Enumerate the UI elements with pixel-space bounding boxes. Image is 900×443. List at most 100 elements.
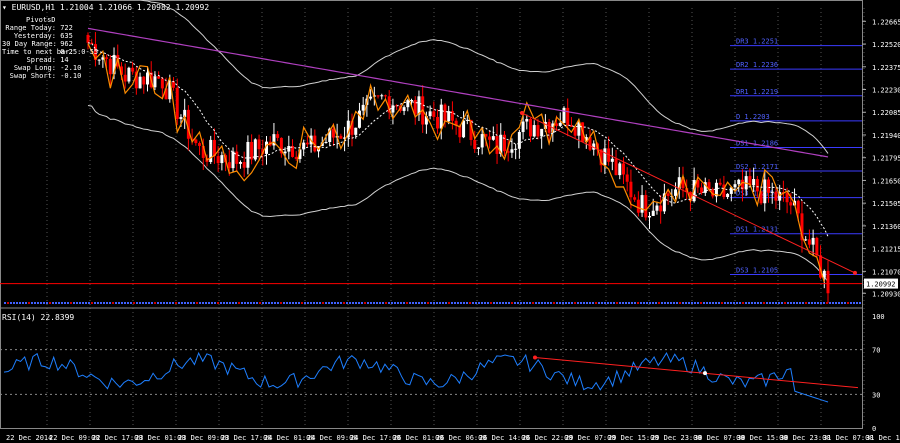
signal-dot [592,302,594,304]
signal-dot [391,302,393,304]
candle-body [387,96,391,113]
time-tick-label: 31 Dec 15:00 [866,434,900,442]
signal-dot [709,302,711,304]
signal-dot [250,302,252,304]
rsi-trendline-anchor[interactable] [703,371,707,376]
time-tick-label: 29 Dec 15:00 [608,434,659,442]
signal-dot [403,302,405,304]
candle-body [447,111,451,122]
candle-body [681,177,685,189]
signal-dot [406,302,408,304]
signal-dot [349,302,351,304]
signal-dot [259,302,261,304]
signal-dot [418,302,420,304]
candle-body [618,163,622,176]
signal-dot [757,302,759,304]
signal-dot [808,302,810,304]
trendline-anchor[interactable] [853,270,857,275]
signal-dot [184,302,186,304]
candle-body [718,182,722,185]
signal-dot [568,302,570,304]
signal-dot [604,302,606,304]
candle-body [640,195,644,213]
candle-body [164,88,168,100]
signal-dot [814,302,816,304]
candle-body [428,111,432,117]
signal-dot [205,302,207,304]
candle-body [688,191,692,202]
price-tick-label: 1.22085 [872,109,900,117]
signal-dot [244,302,246,304]
trendline-anchor[interactable] [520,111,524,116]
signal-dot [301,302,303,304]
signal-dot [577,302,579,304]
signal-dot [856,302,858,304]
candle-body [257,139,261,150]
signal-dot [175,302,177,304]
signal-dot [241,302,243,304]
candle-body [815,237,819,256]
signal-dot [367,302,369,304]
pivot-row-label: Spread: [26,56,56,64]
signal-dot [145,302,147,304]
time-tick-label: 29 Dec 23:00 [651,434,702,442]
price-tick-label: 1.21795 [872,155,900,163]
signal-dot [739,302,741,304]
candle-body [291,145,295,157]
candle-body [212,139,216,157]
signal-dot [115,302,117,304]
signal-dot [661,302,663,304]
signal-dot [127,302,129,304]
signal-dot [181,302,183,304]
candle-body [86,34,90,43]
signal-dot [742,302,744,304]
time-tick-label: 23 Dec 09:00 [178,434,229,442]
candle-body [577,122,581,136]
signal-dot [601,302,603,304]
signal-dot [658,302,660,304]
signal-dot [280,302,282,304]
candle-body [294,156,298,159]
signal-dot [499,302,501,304]
time-tick-label: 30 Dec 23:00 [780,434,831,442]
candle-body [748,176,752,186]
signal-dot [520,302,522,304]
candle-body [350,120,354,135]
rsi-trendline-anchor[interactable] [533,355,537,360]
signal-dot [169,302,171,304]
price-tick-label: 1.20930 [872,290,900,298]
signal-dot [304,302,306,304]
price-trendline[interactable] [521,112,856,274]
signal-dot [100,302,102,304]
candle-body [153,76,157,88]
pivot-row-value: 635 [56,32,73,40]
signal-dot [673,302,675,304]
candle-body [491,136,495,140]
signal-dot [385,302,387,304]
price-tick-label: 1.21505 [872,200,900,208]
signal-dot [682,302,684,304]
signal-dot [106,302,108,304]
candle-body [302,142,306,150]
candle-body [194,139,198,144]
signal-dot [193,302,195,304]
candle-body [134,71,138,89]
signal-dot [844,302,846,304]
pivot-label: DR2 1.2236 [736,61,778,69]
signal-dot [559,302,561,304]
time-tick-label: 24 Dec 09:00 [307,434,358,442]
price-tick-label: 1.21360 [872,223,900,231]
signal-dot [322,302,324,304]
signal-dot [769,302,771,304]
rsi-trendline[interactable] [534,356,859,389]
signal-dot [190,302,192,304]
signal-dot [733,302,735,304]
signal-dot [826,302,828,304]
pivot-row-label: Yesterday: [13,32,56,40]
current-price-label: 1.20992 [866,281,896,289]
signal-dot [625,302,627,304]
candle-body [357,110,361,128]
candle-body [711,189,715,197]
